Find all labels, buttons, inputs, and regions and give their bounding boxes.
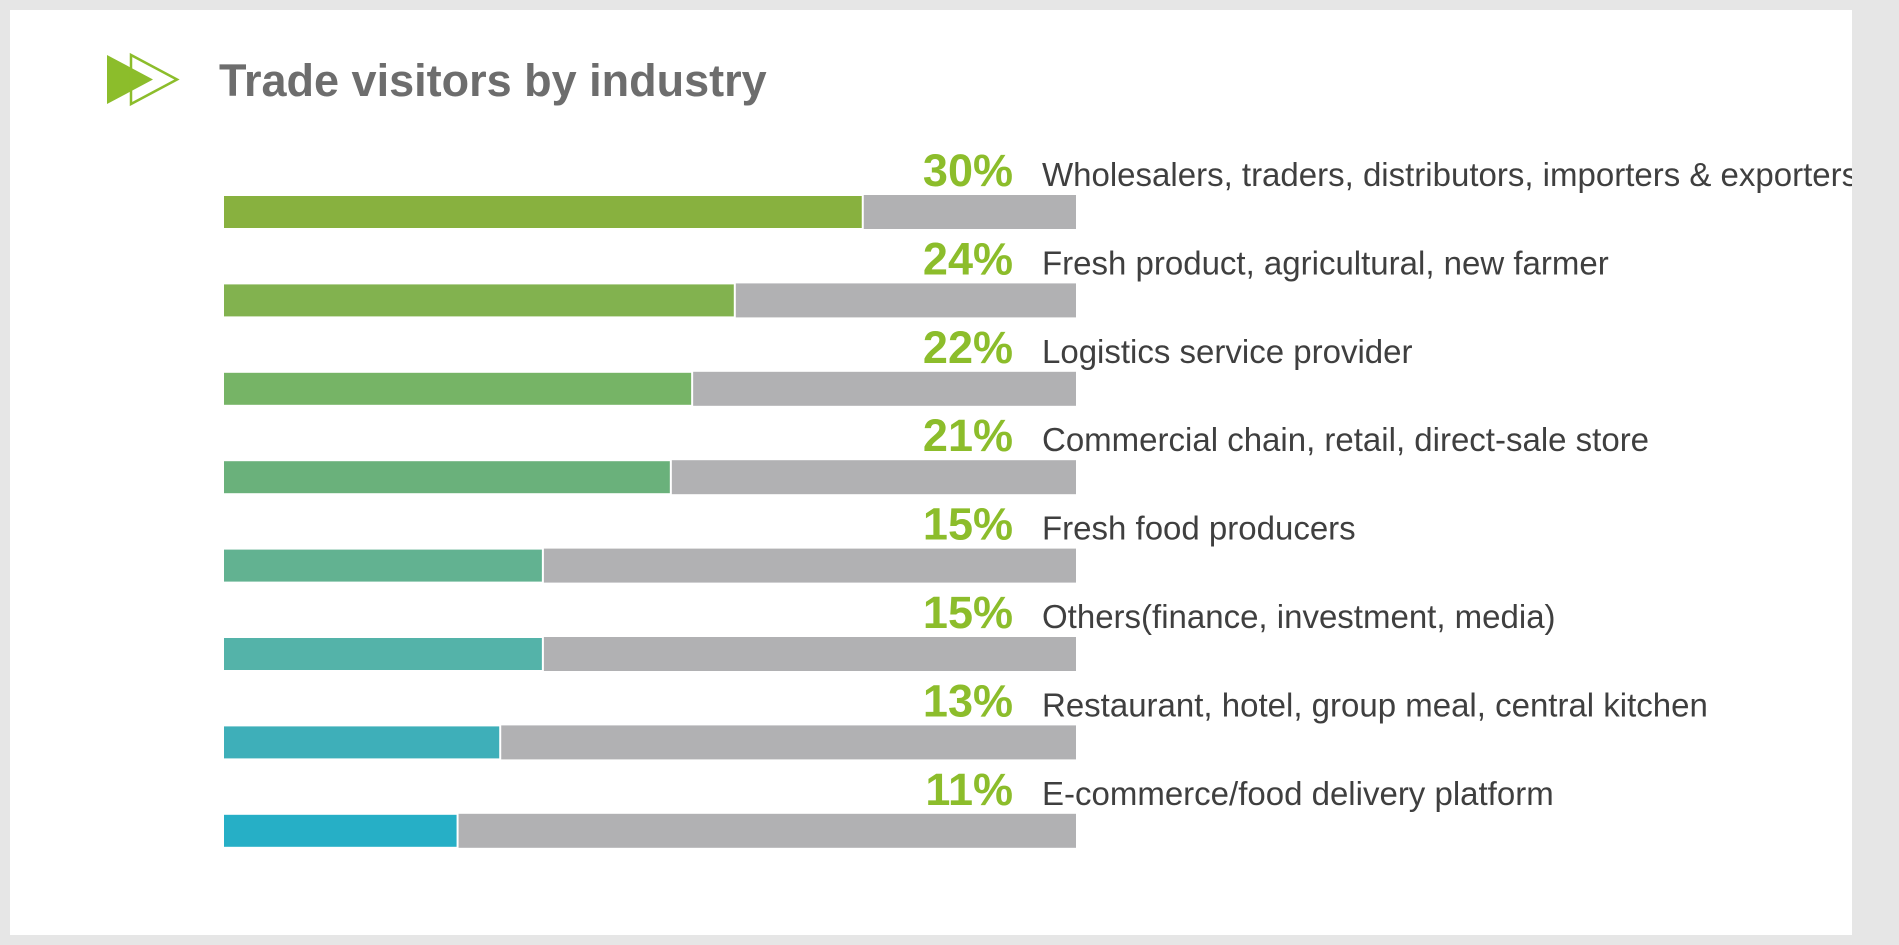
percent-label: 24% bbox=[923, 233, 1013, 284]
bar-fill bbox=[222, 194, 864, 230]
bar-fill bbox=[222, 636, 544, 672]
percent-label: 30% bbox=[923, 145, 1013, 196]
trade-visitors-chart: Trade visitors by industry 30% Wholesaler… bbox=[107, 52, 1852, 849]
bar-fill bbox=[222, 282, 736, 319]
category-label: Restaurant, hotel, group meal, central k… bbox=[1042, 686, 1708, 723]
bar-fill bbox=[222, 724, 502, 761]
category-label: Fresh food producers bbox=[1042, 510, 1356, 547]
bar-fill bbox=[222, 547, 544, 584]
percent-label: 13% bbox=[923, 675, 1013, 726]
category-label: Others(finance, investment, media) bbox=[1042, 598, 1556, 635]
chart-panel: Trade visitors by industry 30% Wholesaler… bbox=[10, 10, 1852, 935]
percent-label: 21% bbox=[923, 410, 1013, 461]
percent-label: 11% bbox=[925, 764, 1013, 815]
bar-fill bbox=[222, 459, 672, 496]
double-arrow-icon bbox=[107, 52, 180, 107]
bar-fill bbox=[222, 370, 694, 407]
category-label: Wholesalers, traders, distributors, impo… bbox=[1042, 156, 1852, 193]
percent-label: 15% bbox=[923, 587, 1013, 638]
percent-label: 22% bbox=[923, 322, 1013, 373]
chart-title: Trade visitors by industry bbox=[219, 55, 767, 106]
percent-label: 15% bbox=[923, 499, 1013, 550]
category-label: Fresh product, agricultural, new farmer bbox=[1042, 244, 1609, 281]
category-label: E-commerce/food delivery platform bbox=[1042, 775, 1554, 812]
bar-rows: 30% Wholesalers, traders, distributors, i… bbox=[222, 145, 1852, 849]
category-label: Commercial chain, retail, direct-sale st… bbox=[1042, 421, 1649, 458]
category-label: Logistics service provider bbox=[1042, 333, 1412, 370]
bar-fill bbox=[222, 812, 459, 849]
